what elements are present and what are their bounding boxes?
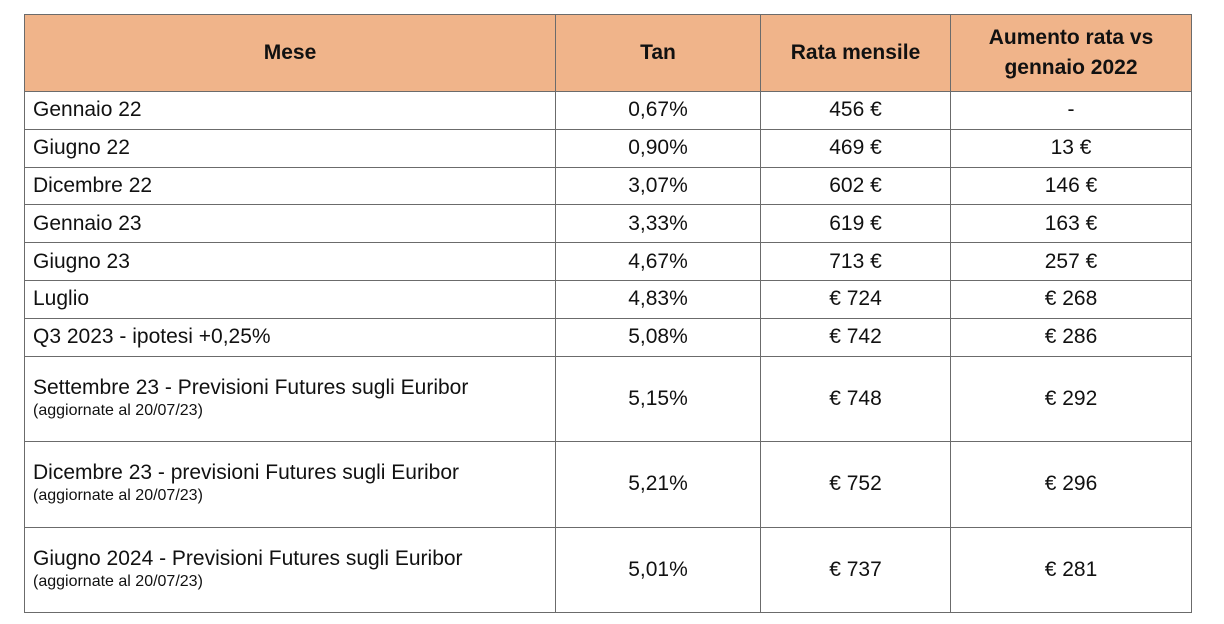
- cell-tan: 5,21%: [555, 441, 761, 528]
- cell-month: Dicembre 22: [24, 166, 556, 206]
- cell-tan: 3,33%: [555, 204, 761, 244]
- cell-month: Giugno 2024 - Previsioni Futures sugli E…: [24, 526, 556, 614]
- cell-tan: 4,67%: [555, 242, 761, 281]
- cell-aumento: 13 €: [950, 128, 1192, 168]
- cell-rata: € 737: [760, 526, 951, 614]
- cell-rata: € 752: [760, 441, 951, 528]
- cell-month-note: (aggiornate al 20/07/23): [33, 401, 203, 419]
- cell-month: Settembre 23 - Previsioni Futures sugli …: [24, 355, 556, 443]
- header-month: Mese: [24, 14, 556, 92]
- cell-tan: 5,15%: [555, 355, 761, 443]
- cell-month: Giugno 22: [24, 128, 556, 168]
- cell-tan: 4,83%: [555, 279, 761, 319]
- cell-month: Gennaio 23: [24, 204, 556, 244]
- cell-month: Luglio: [24, 279, 556, 319]
- cell-tan: 5,08%: [555, 317, 761, 357]
- table-row: Settembre 23 - Previsioni Futures sugli …: [24, 355, 1192, 443]
- table-row: Giugno 2024 - Previsioni Futures sugli E…: [24, 526, 1192, 614]
- table-row: Giugno 22 0,90% 469 € 13 €: [24, 128, 1192, 168]
- cell-month-note: (aggiornate al 20/07/23): [33, 487, 203, 505]
- header-tan: Tan: [555, 14, 761, 92]
- header-rata: Rata mensile: [760, 14, 951, 92]
- cell-month: Gennaio 22: [24, 91, 556, 130]
- cell-aumento: € 292: [950, 355, 1192, 443]
- cell-rata: € 748: [760, 355, 951, 443]
- cell-month: Dicembre 23 - previsioni Futures sugli E…: [24, 441, 556, 528]
- table-row: Dicembre 23 - previsioni Futures sugli E…: [24, 441, 1192, 528]
- cell-rata: 619 €: [760, 204, 951, 244]
- cell-month: Giugno 23: [24, 242, 556, 281]
- cell-rata: 713 €: [760, 242, 951, 281]
- table-row: Dicembre 22 3,07% 602 € 146 €: [24, 166, 1192, 206]
- cell-month-label: Giugno 2024 - Previsioni Futures sugli E…: [33, 546, 463, 570]
- cell-aumento: -: [950, 91, 1192, 130]
- table-row: Luglio 4,83% € 724 € 268: [24, 279, 1192, 319]
- cell-rata: € 742: [760, 317, 951, 357]
- table-row: Giugno 23 4,67% 713 € 257 €: [24, 242, 1192, 281]
- cell-tan: 3,07%: [555, 166, 761, 206]
- cell-month: Q3 2023 - ipotesi +0,25%: [24, 317, 556, 357]
- cell-aumento: 163 €: [950, 204, 1192, 244]
- header-row: Mese Tan Rata mensile Aumento rata vs ge…: [24, 14, 1192, 92]
- header-aumento-line2: gennaio 2022: [1004, 56, 1138, 79]
- cell-tan: 5,01%: [555, 526, 761, 614]
- cell-tan: 0,67%: [555, 91, 761, 130]
- cell-aumento: 257 €: [950, 242, 1192, 281]
- cell-aumento: € 281: [950, 526, 1192, 614]
- cell-month-label: Dicembre 23 - previsioni Futures sugli E…: [33, 461, 459, 485]
- cell-aumento: 146 €: [950, 166, 1192, 206]
- table-row: Gennaio 23 3,33% 619 € 163 €: [24, 204, 1192, 244]
- cell-rata: 602 €: [760, 166, 951, 206]
- table-row: Q3 2023 - ipotesi +0,25% 5,08% € 742 € 2…: [24, 317, 1192, 357]
- rates-table: Mese Tan Rata mensile Aumento rata vs ge…: [24, 14, 1192, 614]
- cell-rata: 456 €: [760, 91, 951, 130]
- header-aumento: Aumento rata vs gennaio 2022: [950, 14, 1192, 92]
- cell-rata: 469 €: [760, 128, 951, 168]
- cell-rata: € 724: [760, 279, 951, 319]
- cell-month-label: Settembre 23 - Previsioni Futures sugli …: [33, 375, 469, 399]
- table-row: Gennaio 22 0,67% 456 € -: [24, 91, 1192, 130]
- cell-aumento: € 268: [950, 279, 1192, 319]
- header-aumento-line1: Aumento rata vs: [988, 26, 1154, 49]
- cell-aumento: € 296: [950, 441, 1192, 528]
- cell-month-note: (aggiornate al 20/07/23): [33, 572, 203, 590]
- cell-aumento: € 286: [950, 317, 1192, 357]
- cell-tan: 0,90%: [555, 128, 761, 168]
